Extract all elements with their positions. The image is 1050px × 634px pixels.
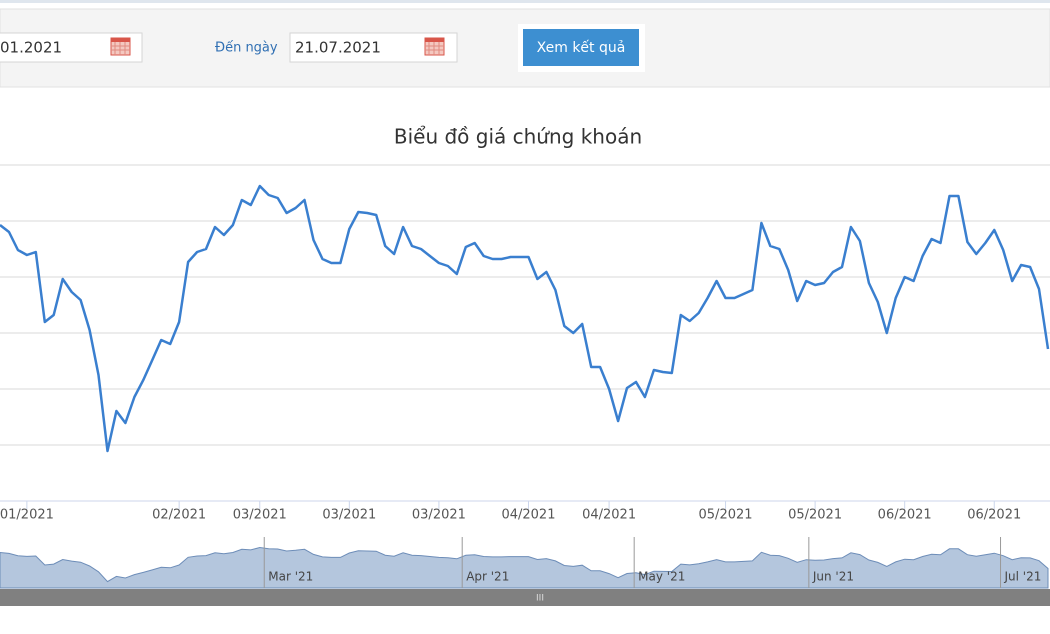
x-tick-label: 02/2021	[152, 508, 206, 523]
to-label: Đến ngày	[215, 41, 278, 56]
x-tick-label: 06/2021	[967, 508, 1021, 523]
scrollbar[interactable]	[0, 589, 1050, 606]
x-tick-label: 01/2021	[0, 508, 54, 523]
x-tick-label: 03/2021	[412, 508, 466, 523]
x-tick-label: 03/2021	[233, 508, 287, 523]
x-tick-label: 03/2021	[322, 508, 376, 523]
navigator-label: May '21	[638, 570, 685, 584]
navigator-label: Jul '21	[1004, 570, 1042, 584]
scroll-grip[interactable]: III	[536, 594, 544, 604]
top-strip	[0, 0, 1050, 3]
navigator-label: Jun '21	[812, 570, 854, 584]
submit-button[interactable]	[523, 29, 639, 66]
calendar-icon[interactable]	[424, 37, 445, 56]
x-tick-label: 04/2021	[582, 508, 636, 523]
navigator-label: Apr '21	[466, 570, 509, 584]
submit-label: Xem kết quả	[537, 39, 626, 56]
x-tick-label: 05/2021	[699, 508, 753, 523]
to-value: 21.07.2021	[295, 39, 381, 57]
navigator-label: Mar '21	[268, 570, 313, 584]
calendar-icon[interactable]	[110, 37, 131, 56]
x-tick-label: 04/2021	[501, 508, 555, 523]
x-tick-label: 06/2021	[878, 508, 932, 523]
price-line	[0, 184, 1050, 453]
navigator-area	[0, 546, 1049, 589]
x-tick-label: 05/2021	[788, 508, 842, 523]
from-value: 01.2021	[0, 39, 62, 57]
chart-title: Biểu đồ giá chứng khoán	[394, 125, 642, 149]
